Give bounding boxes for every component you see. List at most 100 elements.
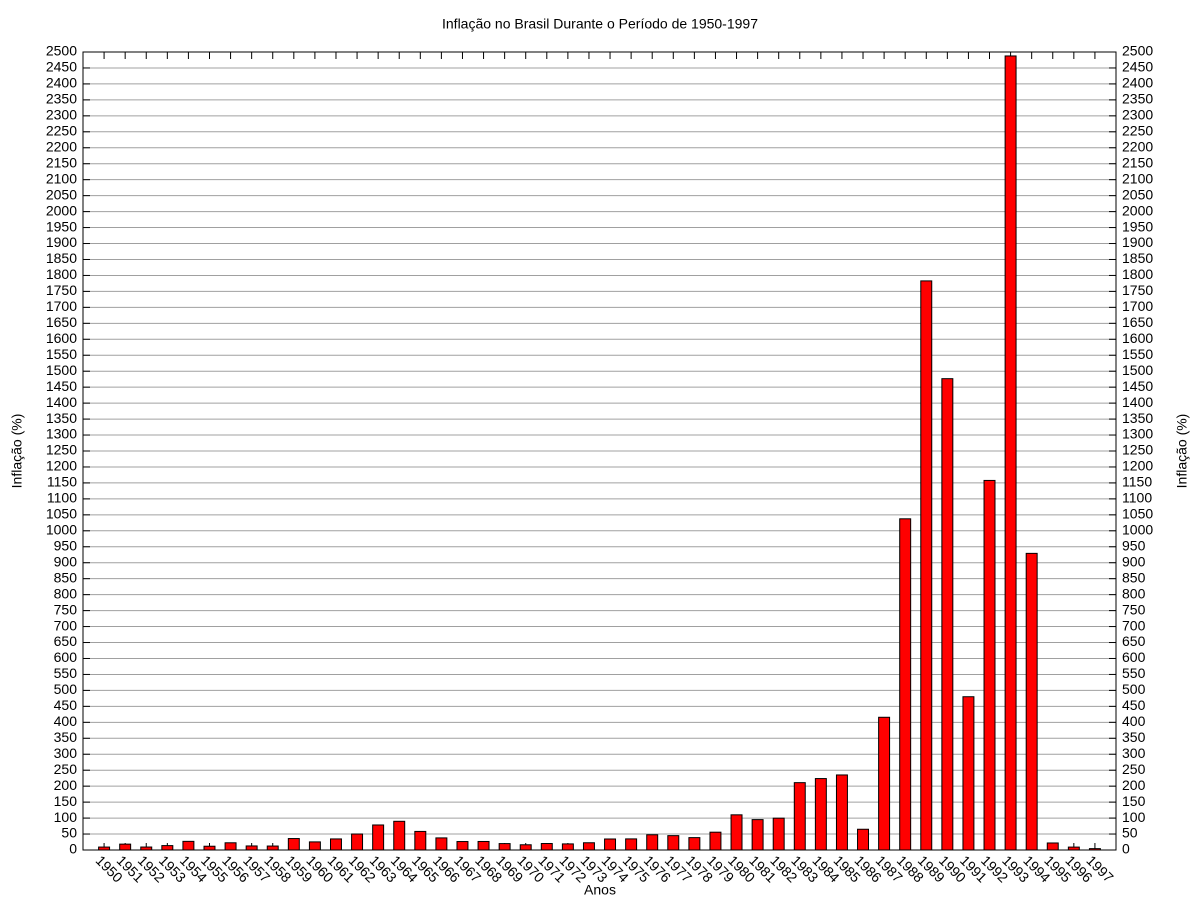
- y-tick-label-right: 1200: [1122, 458, 1153, 474]
- y-tick-label-right: 850: [1122, 569, 1146, 585]
- y-tick-label: 2450: [46, 59, 77, 75]
- y-tick-label: 2400: [46, 75, 77, 91]
- y-tick-label-right: 200: [1122, 777, 1146, 793]
- bar: [857, 828, 870, 851]
- y-tick-label-right: 1350: [1122, 410, 1153, 426]
- y-tick-label: 150: [54, 793, 78, 809]
- y-tick-label-right: 1550: [1122, 346, 1153, 362]
- y-tick-label-right: 1250: [1122, 442, 1153, 458]
- y-tick-label: 2300: [46, 107, 77, 123]
- y-tick-label: 2000: [46, 202, 77, 218]
- bar: [899, 518, 912, 851]
- bar: [308, 841, 321, 851]
- y-tick-label: 700: [54, 617, 78, 633]
- bar: [372, 824, 385, 851]
- y-tick-label: 300: [54, 745, 78, 761]
- bar: [814, 778, 827, 851]
- y-tick-label: 500: [54, 681, 78, 697]
- bar: [835, 774, 848, 851]
- y-tick-label-right: 300: [1122, 745, 1146, 761]
- y-tick-label-right: 1150: [1122, 474, 1152, 490]
- y-tick-label-right: 1300: [1122, 426, 1153, 442]
- y-tick-label: 450: [54, 697, 78, 713]
- y-tick-label: 1100: [47, 490, 77, 506]
- y-tick-label-right: 700: [1122, 617, 1146, 633]
- bar: [477, 840, 490, 851]
- y-tick-label-right: 550: [1122, 665, 1146, 681]
- y-tick-label-right: 1650: [1122, 314, 1153, 330]
- y-tick-label: 100: [54, 809, 78, 825]
- y-tick-label: 2350: [46, 91, 77, 107]
- y-tick-label-right: 1900: [1122, 234, 1153, 250]
- y-tick-label: 1050: [46, 506, 77, 522]
- y-tick-label-right: 2000: [1122, 202, 1153, 218]
- bar: [983, 479, 996, 851]
- y-tick-label-right: 2250: [1122, 123, 1153, 139]
- y-tick-label-right: 1500: [1122, 362, 1153, 378]
- bar: [287, 838, 300, 851]
- y-tick-label: 1300: [46, 426, 77, 442]
- bar: [414, 830, 427, 851]
- y-tick-label: 1900: [46, 234, 77, 250]
- y-tick-label: 900: [54, 553, 78, 569]
- y-tick-label-right: 2400: [1122, 75, 1153, 91]
- bar: [561, 843, 574, 851]
- y-tick-label: 400: [54, 713, 78, 729]
- y-tick-label-right: 400: [1122, 713, 1146, 729]
- y-tick-label: 1950: [46, 218, 77, 234]
- bar: [604, 838, 617, 851]
- bar: [245, 845, 258, 851]
- y-tick-label: 2500: [46, 43, 77, 59]
- bar: [119, 843, 132, 851]
- bar: [582, 842, 595, 851]
- bar: [667, 835, 680, 851]
- y-tick-label: 1700: [46, 298, 77, 314]
- y-tick-label-right: 50: [1122, 825, 1138, 841]
- y-tick-label-right: 500: [1122, 681, 1146, 697]
- y-tick-label: 2200: [46, 138, 77, 154]
- y-tick-label: 50: [61, 825, 77, 841]
- bar: [1046, 842, 1059, 851]
- bar: [751, 819, 764, 851]
- y-tick-label: 1750: [46, 282, 77, 298]
- bar: [540, 843, 553, 851]
- bar: [498, 843, 511, 851]
- y-tick-label: 1500: [46, 362, 77, 378]
- bar: [772, 817, 785, 851]
- y-tick-label-right: 1800: [1122, 266, 1153, 282]
- y-tick-label: 750: [54, 601, 78, 617]
- y-tick-label: 1850: [46, 250, 77, 266]
- bar: [625, 838, 638, 851]
- y-tick-label-right: 1600: [1122, 330, 1153, 346]
- y-tick-label-right: 1000: [1122, 522, 1153, 538]
- y-tick-label-right: 1850: [1122, 250, 1153, 266]
- y-tick-label-right: 1700: [1122, 298, 1153, 314]
- bar: [435, 837, 448, 851]
- bar: [920, 280, 933, 851]
- y-tick-label: 1200: [46, 458, 77, 474]
- bar: [1004, 55, 1017, 851]
- y-tick-label: 1450: [46, 378, 77, 394]
- bar: [709, 831, 722, 851]
- y-tick-label: 2150: [46, 154, 77, 170]
- y-tick-label-right: 1100: [1122, 490, 1152, 506]
- y-tick-label-right: 450: [1122, 697, 1146, 713]
- y-tick-label: 1600: [46, 330, 77, 346]
- bar: [393, 820, 406, 851]
- y-tick-label: 250: [54, 761, 78, 777]
- bar: [519, 844, 532, 851]
- plot-frame: [82, 51, 1117, 851]
- y-tick-label: 2250: [46, 123, 77, 139]
- y-tick-label-right: 2300: [1122, 107, 1153, 123]
- y-tick-label: 1350: [46, 410, 77, 426]
- y-tick-label-right: 800: [1122, 585, 1146, 601]
- y-tick-label-right: 0: [1122, 841, 1130, 857]
- y-tick-label-right: 1050: [1122, 506, 1153, 522]
- y-tick-label-right: 2200: [1122, 138, 1153, 154]
- y-tick-label: 1150: [47, 474, 77, 490]
- y-tick-label-right: 2350: [1122, 91, 1153, 107]
- y-tick-label: 650: [54, 633, 78, 649]
- y-tick-label-right: 1950: [1122, 218, 1153, 234]
- y-tick-label-right: 2450: [1122, 59, 1153, 75]
